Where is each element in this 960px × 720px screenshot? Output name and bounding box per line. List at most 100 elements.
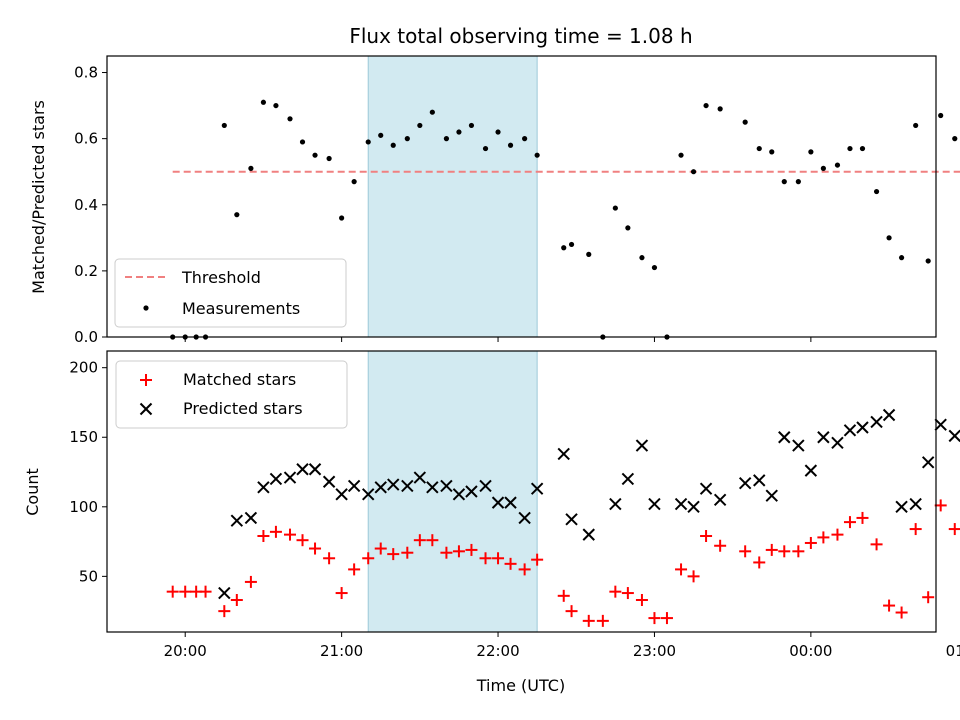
x-tick-label: 22:00 <box>476 642 519 660</box>
matched-star-point <box>856 511 869 524</box>
matched-star-point <box>792 545 805 558</box>
measurement-point <box>326 155 332 162</box>
matched-star-point <box>635 594 648 607</box>
predicted-star-point <box>335 488 348 501</box>
bottom-shaded-span <box>367 350 538 633</box>
predicted-star-point <box>635 439 649 452</box>
bottom-legend: Matched stars Predicted stars <box>115 360 348 429</box>
matched-star-point <box>504 557 517 570</box>
measurement-point <box>390 142 396 148</box>
predicted-star-point <box>870 415 883 429</box>
measurement-point <box>417 122 423 129</box>
measurement-point <box>287 116 293 122</box>
measurement-point <box>234 212 240 218</box>
measurement-point <box>534 152 540 158</box>
predicted-star-point <box>283 471 297 484</box>
matched-star-point <box>309 542 322 555</box>
matched-star-point <box>199 585 212 598</box>
predicted-star-point <box>843 424 857 437</box>
predicted-star-point <box>452 488 466 501</box>
predicted-star-point <box>582 528 595 541</box>
x-tick-label: 23:00 <box>633 642 676 660</box>
matched-star-point <box>426 534 439 547</box>
legend-measurements-label: Measurements <box>182 299 300 318</box>
legend-plus-glyph <box>140 374 152 386</box>
matched-star-point <box>895 606 908 619</box>
predicted-star-point <box>244 511 258 525</box>
measurement-point <box>769 149 775 155</box>
bottom-frame <box>106 350 937 633</box>
matched-star-point <box>948 523 960 536</box>
y-tick-label: 150 <box>69 428 98 446</box>
predicted-star-point <box>831 436 844 450</box>
measurement-point <box>586 251 592 257</box>
predicted-star-point <box>778 431 791 444</box>
matched-star-point <box>909 523 922 536</box>
matched-star-point <box>479 552 492 565</box>
legend-measurements-marker <box>143 305 149 311</box>
measurement-point <box>834 162 841 168</box>
predicted-star-point <box>269 472 283 486</box>
measurement-point <box>651 264 658 271</box>
top-y-axis-ticks: 0.0 0.2 0.4 0.6 0.8 <box>74 64 107 346</box>
predicted-star-point <box>792 439 805 452</box>
measurement-point <box>873 188 880 195</box>
measurement-point <box>468 122 475 129</box>
predicted-star-point <box>230 514 244 527</box>
matched-star-point <box>817 531 830 544</box>
legend-matched-label: Matched stars <box>183 370 296 389</box>
measurement-point <box>938 112 944 119</box>
measurement-point <box>351 179 357 185</box>
predicted-star-point <box>374 481 387 494</box>
predicted-star-point <box>491 496 505 509</box>
y-tick-label: 0.2 <box>74 262 98 280</box>
predicted-star-point <box>557 447 570 461</box>
matched-star-point <box>230 594 243 607</box>
predicted-star-point <box>565 513 578 526</box>
matched-star-point <box>257 530 270 543</box>
measurement-point <box>404 136 410 142</box>
measurement-point <box>925 258 931 264</box>
top-frame <box>106 55 937 338</box>
matched-star-point <box>335 587 348 600</box>
matched-star-point <box>621 587 634 600</box>
matched-star-point <box>831 528 844 541</box>
matched-star-point <box>714 539 727 552</box>
top-legend: Threshold Measurements <box>114 258 347 328</box>
matched-star-point <box>804 536 817 549</box>
matched-star-point <box>269 525 282 538</box>
predicted-star-point <box>426 481 439 494</box>
measurement-point <box>859 145 866 152</box>
matched-star-point <box>753 556 766 569</box>
predicted-star-point <box>518 511 531 525</box>
legend-predicted-label: Predicted stars <box>183 399 303 418</box>
predicted-star-point <box>648 497 661 511</box>
matched-star-point <box>765 543 778 556</box>
measurement-point <box>808 149 814 155</box>
y-tick-label: 50 <box>79 567 98 585</box>
matched-star-point <box>557 589 570 602</box>
measurement-point <box>482 145 489 152</box>
y-tick-label: 0.6 <box>74 130 98 148</box>
predicted-star-point <box>765 489 778 502</box>
measurement-point <box>847 145 853 152</box>
bottom-panel: 50 100 150 200 20:00 21:00 22:00 23:00 00:00 01:… <box>23 350 960 695</box>
measurement-point <box>690 169 697 175</box>
matched-star-point <box>531 553 544 566</box>
legend-cross-glyph <box>139 402 153 416</box>
predicted-star-point <box>804 464 818 477</box>
y-tick-label: 0.4 <box>74 196 98 214</box>
y-tick-label: 200 <box>69 359 98 377</box>
predicted-star-points <box>218 408 960 600</box>
y-tick-label: 0.8 <box>74 64 98 82</box>
shaded-span-rect <box>367 55 538 338</box>
measurement-point <box>260 99 267 105</box>
predicted-star-point <box>308 463 322 476</box>
legend-threshold-label: Threshold <box>181 268 261 287</box>
predicted-star-point <box>218 586 231 600</box>
matched-star-point <box>565 605 578 618</box>
measurement-point <box>312 152 318 158</box>
legend-predicted-marker <box>139 402 153 416</box>
predicted-star-point <box>530 482 544 495</box>
measurement-point <box>561 245 567 251</box>
